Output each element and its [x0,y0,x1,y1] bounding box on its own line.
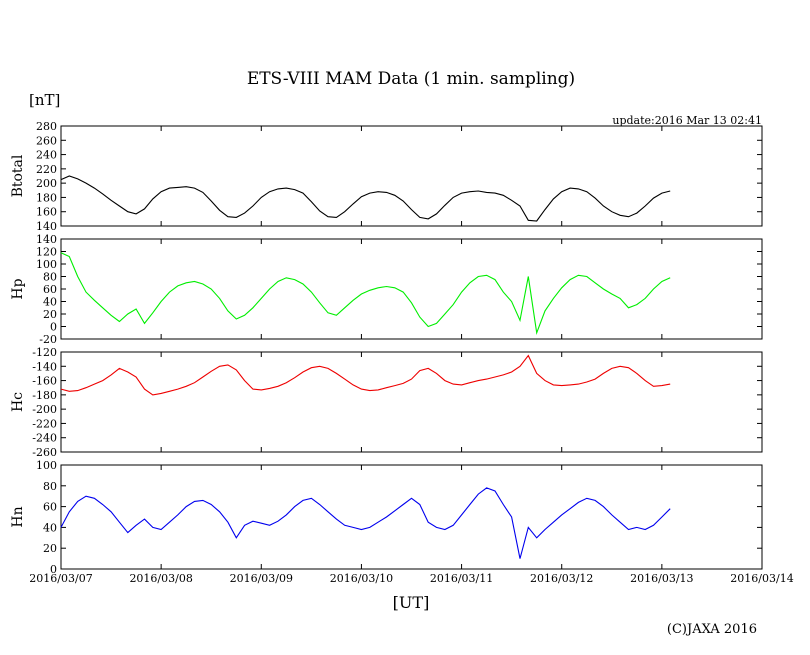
y-tick-label: 40 [43,296,57,309]
y-axis-label-btotal: Btotal [10,154,26,197]
y-tick-label: 180 [36,191,57,204]
unit-label: [nT] [29,91,60,109]
y-tick-label: -220 [32,417,57,430]
y-tick-label: 20 [43,542,57,555]
y-tick-label: 20 [43,308,57,321]
y-tick-label: -260 [32,446,57,459]
series-line-btotal [60,175,671,222]
x-tick-label: 2016/03/12 [530,572,593,585]
y-tick-label: 140 [36,220,57,233]
y-tick-label: 220 [36,163,57,176]
y-tick-label: 80 [43,271,57,284]
copyright: (C)JAXA 2016 [667,622,757,637]
y-tick-label: 40 [43,521,57,534]
y-axis-label-hn: Hn [10,506,26,527]
y-tick-label: -200 [32,403,57,416]
x-tick-label: 2016/03/11 [430,572,493,585]
y-axis-label-hp: Hp [10,278,26,299]
series-line-hc [60,354,671,396]
update-label: update:2016 Mar 13 02:41 [612,114,762,127]
y-tick-label: -160 [32,375,57,388]
y-tick-label: 260 [36,134,57,147]
y-tick-label: 80 [43,480,57,493]
y-tick-label: 140 [36,233,57,246]
y-tick-label: -20 [39,333,57,346]
x-tick-label: 2016/03/08 [129,572,192,585]
chart-title: ETS-VIII MAM Data (1 min. sampling) [247,69,575,89]
y-tick-label: 0 [50,321,57,334]
panel-frame-hp [60,238,763,340]
x-tick-label: 2016/03/14 [730,572,793,585]
series-line-hp [60,252,671,335]
y-tick-label: 100 [36,459,57,472]
y-tick-label: -240 [32,432,57,445]
y-tick-label: 0 [50,563,57,576]
y-tick-label: -140 [32,360,57,373]
y-tick-label: 280 [36,120,57,133]
y-tick-label: 240 [36,149,57,162]
panel-frame-hn [60,464,763,570]
x-tick-label: 2016/03/09 [230,572,293,585]
y-axis-label-hc: Hc [10,392,26,412]
y-tick-label: 60 [43,283,57,296]
y-tick-label: 160 [36,206,57,219]
x-axis-label: [UT] [393,593,430,612]
y-tick-label: -120 [32,346,57,359]
y-tick-label: 120 [36,246,57,259]
y-tick-label: -180 [32,389,57,402]
y-tick-label: 60 [43,501,57,514]
series-line-hn [60,487,671,559]
panel-frame-btotal [60,125,763,227]
chart-panels: 280260240220200180160140Btotal1401201008… [10,120,794,585]
x-tick-label: 2016/03/13 [630,572,693,585]
y-tick-label: 100 [36,258,57,271]
y-tick-label: 200 [36,177,57,190]
x-tick-label: 2016/03/07 [29,572,92,585]
panel-frame-hc [60,351,763,453]
x-tick-label: 2016/03/10 [330,572,393,585]
